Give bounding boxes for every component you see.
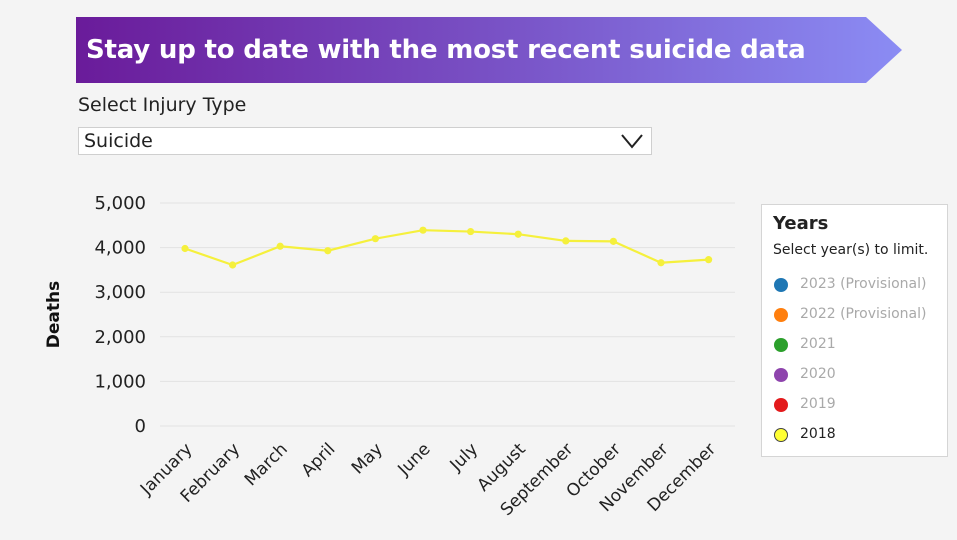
legend-title: Years — [773, 213, 829, 234]
series-line — [184, 229, 709, 267]
legend-item-2023[interactable]: 2023 (Provisional) — [774, 271, 944, 301]
legend-dot-2021 — [774, 338, 788, 352]
injury-type-label: Select Injury Type — [78, 94, 247, 116]
injury-type-dropdown[interactable]: Suicide — [78, 127, 652, 155]
data-point[interactable] — [276, 242, 284, 250]
x-tick-label: May — [348, 439, 387, 478]
banner-arrow-shape — [76, 17, 902, 83]
legend-item-2018[interactable]: 2018 — [774, 421, 944, 451]
legend-subtitle: Select year(s) to limit. — [773, 242, 929, 258]
legend-label-2022: 2022 (Provisional) — [800, 306, 927, 322]
legend-dot-2023 — [774, 278, 788, 292]
legend-dot-2019 — [774, 398, 788, 412]
y-tick-label: 2,000 — [94, 327, 146, 348]
legend-label-2023: 2023 (Provisional) — [800, 276, 927, 292]
data-point[interactable] — [609, 237, 618, 245]
data-point[interactable] — [371, 235, 379, 243]
data-point[interactable] — [324, 247, 332, 255]
x-tick-label: March — [241, 439, 292, 490]
data-point[interactable] — [467, 227, 475, 236]
header-banner: Stay up to date with the most recent sui… — [76, 17, 902, 83]
x-tick-label: April — [298, 439, 340, 481]
data-point[interactable] — [181, 244, 189, 253]
y-tick-label: 0 — [135, 416, 146, 437]
chevron-down-icon[interactable] — [620, 132, 644, 150]
legend-label-2021: 2021 — [800, 336, 836, 352]
data-point[interactable] — [229, 261, 237, 269]
data-point[interactable] — [705, 256, 713, 264]
injury-type-selected-value: Suicide — [84, 130, 153, 152]
deaths-line-chart: 01,0002,0003,0004,0005,000DeathsJanuaryF… — [44, 193, 735, 520]
legend-label-2018: 2018 — [800, 426, 836, 442]
y-axis-label: Deaths — [44, 281, 64, 348]
data-point[interactable] — [562, 237, 570, 245]
legend-item-2021[interactable]: 2021 — [774, 331, 944, 361]
years-legend: Years Select year(s) to limit. 2023 (Pro… — [761, 204, 948, 457]
page-title: Stay up to date with the most recent sui… — [86, 35, 806, 65]
x-tick-label: June — [394, 439, 435, 480]
legend-items: 2023 (Provisional) 2022 (Provisional) 20… — [774, 271, 944, 451]
x-tick-label: July — [446, 439, 482, 475]
legend-item-2019[interactable]: 2019 — [774, 391, 944, 421]
legend-label-2019: 2019 — [800, 396, 836, 412]
y-tick-label: 5,000 — [94, 193, 146, 214]
legend-dot-2022 — [774, 308, 788, 322]
data-point[interactable] — [419, 226, 427, 234]
legend-item-2022[interactable]: 2022 (Provisional) — [774, 301, 944, 331]
y-tick-label: 4,000 — [94, 238, 146, 259]
legend-item-2020[interactable]: 2020 — [774, 361, 944, 391]
y-tick-label: 1,000 — [94, 371, 146, 392]
legend-label-2020: 2020 — [800, 366, 836, 382]
data-point[interactable] — [657, 259, 665, 267]
legend-dot-2020 — [774, 368, 788, 382]
legend-dot-2018 — [774, 428, 788, 442]
data-point[interactable] — [514, 230, 522, 238]
y-tick-label: 3,000 — [94, 282, 146, 303]
